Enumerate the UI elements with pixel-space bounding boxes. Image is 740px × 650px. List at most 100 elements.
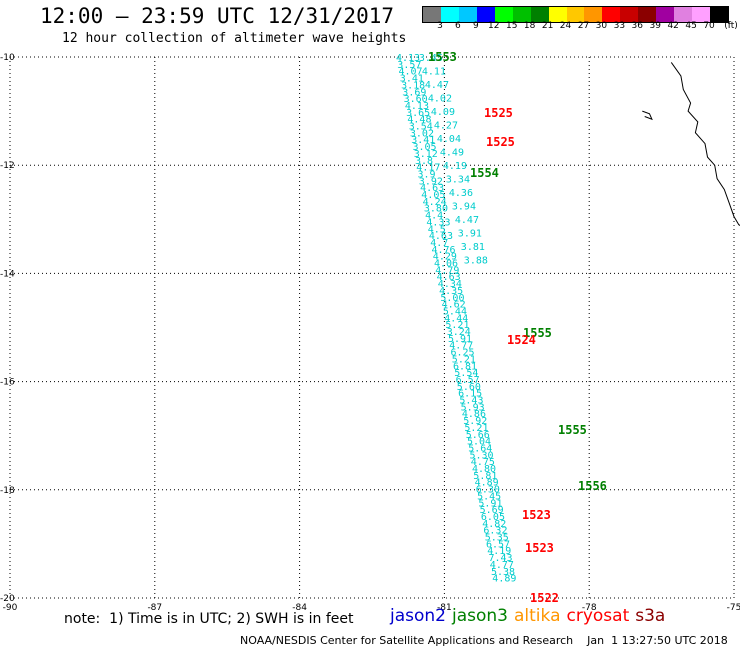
- satellite-key-s3a: s3a: [635, 606, 666, 626]
- swh-label: 5.93: [461, 402, 485, 413]
- swh-label: 4.79: [435, 265, 459, 276]
- swh-label: 4.09: [431, 107, 455, 118]
- satellite-key-jason3: jason3: [452, 606, 508, 626]
- swh-label: 3.81: [461, 242, 485, 253]
- swh-label: 4.07: [399, 67, 423, 78]
- legend-swatch: [656, 7, 675, 22]
- time-label-cryosat: 1525: [484, 106, 513, 120]
- swh-label: 4.86: [462, 409, 486, 420]
- legend-swatch: [566, 7, 585, 22]
- legend-swatch: [494, 7, 513, 22]
- time-label-jason3: 1555: [558, 423, 587, 437]
- swh-label: 5.66: [466, 430, 490, 441]
- swh-label: 4.76: [432, 245, 456, 256]
- swh-label: 4.19: [487, 546, 511, 557]
- time-label-cryosat: 1523: [522, 508, 551, 522]
- swh-label: 4.89: [475, 478, 499, 489]
- lat-tick-label: -12: [0, 161, 15, 171]
- swh-label: 4.05: [421, 190, 445, 201]
- legend-label: (ft): [724, 21, 738, 31]
- swh-label: 6.30: [476, 485, 500, 496]
- swh-label: 3.94: [452, 202, 476, 213]
- legend-label: 27: [577, 21, 590, 31]
- legend-label: 24: [559, 21, 572, 31]
- swh-label: 4.89: [492, 574, 516, 585]
- lat-tick-label: -14: [0, 269, 15, 279]
- swh-label: 3.69: [402, 87, 426, 98]
- lon-tick-label: -78: [582, 603, 597, 613]
- page-subtitle: 12 hour collection of altimeter wave hei…: [62, 31, 407, 46]
- lat-tick-label: -16: [0, 378, 15, 388]
- swh-label: 5.00: [440, 293, 464, 304]
- swh-label: 3.41: [400, 74, 424, 85]
- swh-label: 5.91: [448, 334, 472, 345]
- swh-label: 4.13: [405, 101, 429, 112]
- swh-label: 6.15: [458, 389, 482, 400]
- swh-label: 3.9: [418, 169, 436, 180]
- satellite-key-cryosat: cryosat: [566, 606, 630, 626]
- legend-swatch: [692, 7, 710, 22]
- swh-label: 6.25: [451, 348, 475, 359]
- swh-label: 6.57: [486, 539, 510, 550]
- legend-label: 12: [488, 21, 500, 31]
- swh-label: 4.82: [482, 519, 506, 530]
- swh-label: 4.63: [429, 231, 453, 242]
- lon-tick-label: -87: [147, 603, 162, 613]
- swh-label: 4.36: [449, 188, 473, 199]
- map-frame: [10, 57, 734, 598]
- swh-label: 3.45: [419, 53, 443, 64]
- legend-label: 70: [703, 21, 715, 31]
- time-label-cryosat: 1522: [530, 591, 559, 605]
- swh-label: 5.54: [454, 368, 478, 379]
- legend-swatch: [512, 7, 531, 22]
- coastline: [670, 62, 740, 226]
- swh-label: 5.04: [467, 437, 491, 448]
- swh-label: 5.92: [463, 416, 487, 427]
- swh-label: 3.60: [404, 94, 428, 105]
- legend-label: 45: [685, 21, 697, 31]
- legend-swatch: [548, 7, 567, 22]
- swh-label: 3.12: [414, 149, 438, 160]
- time-label-cryosat: 1524: [507, 333, 536, 347]
- legend-swatch: [423, 7, 441, 22]
- swh-label: 4.34: [438, 279, 462, 290]
- legend-label: 36: [631, 21, 644, 31]
- swh-label: 4.63: [420, 183, 444, 194]
- legend-label: 33: [613, 21, 626, 31]
- swh-label: 4.35: [439, 286, 463, 297]
- swh-color-legend: [422, 6, 729, 23]
- legend-swatch: [440, 7, 459, 22]
- lon-tick-label: -75: [727, 603, 740, 613]
- swh-label: 3.91: [458, 229, 482, 240]
- swh-label: 4.44: [444, 313, 468, 324]
- swh-label: 3.24: [447, 327, 471, 338]
- legend-swatch: [530, 7, 549, 22]
- swh-label: 5.44: [443, 306, 467, 317]
- swh-label: 3.88: [464, 256, 488, 267]
- swh-label: 4.11: [422, 67, 446, 78]
- legend-label: 9: [472, 21, 479, 31]
- satellite-key-jason2: jason2: [390, 606, 446, 626]
- swh-label: 4.13: [396, 53, 420, 64]
- lon-tick-label: -81: [437, 603, 452, 613]
- swh-label: 4.7: [430, 238, 448, 249]
- swh-label: 6.81: [453, 361, 477, 372]
- swh-label: 4.5: [428, 224, 446, 235]
- swh-label: 5.91: [478, 498, 502, 509]
- swh-label: 4.62: [442, 300, 466, 311]
- swh-label: 3.18: [401, 80, 425, 91]
- swh-legend-labels: 3 6 9 12 15 18 21 24 27 30 33 36 39 42 45 70 (ft): [422, 21, 740, 33]
- swh-label: 6.57: [456, 375, 480, 386]
- footer-credit: NOAA/NESDIS Center for Satellite Applica…: [240, 634, 728, 647]
- legend-swatch: [602, 7, 621, 22]
- swh-label: 5.30: [470, 450, 494, 461]
- lat-tick-label: -10: [0, 53, 15, 63]
- swh-label: 3.92: [419, 176, 443, 187]
- swh-label: 4.33: [426, 217, 450, 228]
- swh-label: 4.49: [440, 148, 464, 159]
- legend-label: 30: [595, 21, 608, 31]
- lon-tick-label: -84: [292, 603, 307, 613]
- legend-label: 39: [649, 21, 661, 31]
- legend-label: 6: [455, 21, 461, 31]
- swh-label: 4.47: [425, 80, 449, 91]
